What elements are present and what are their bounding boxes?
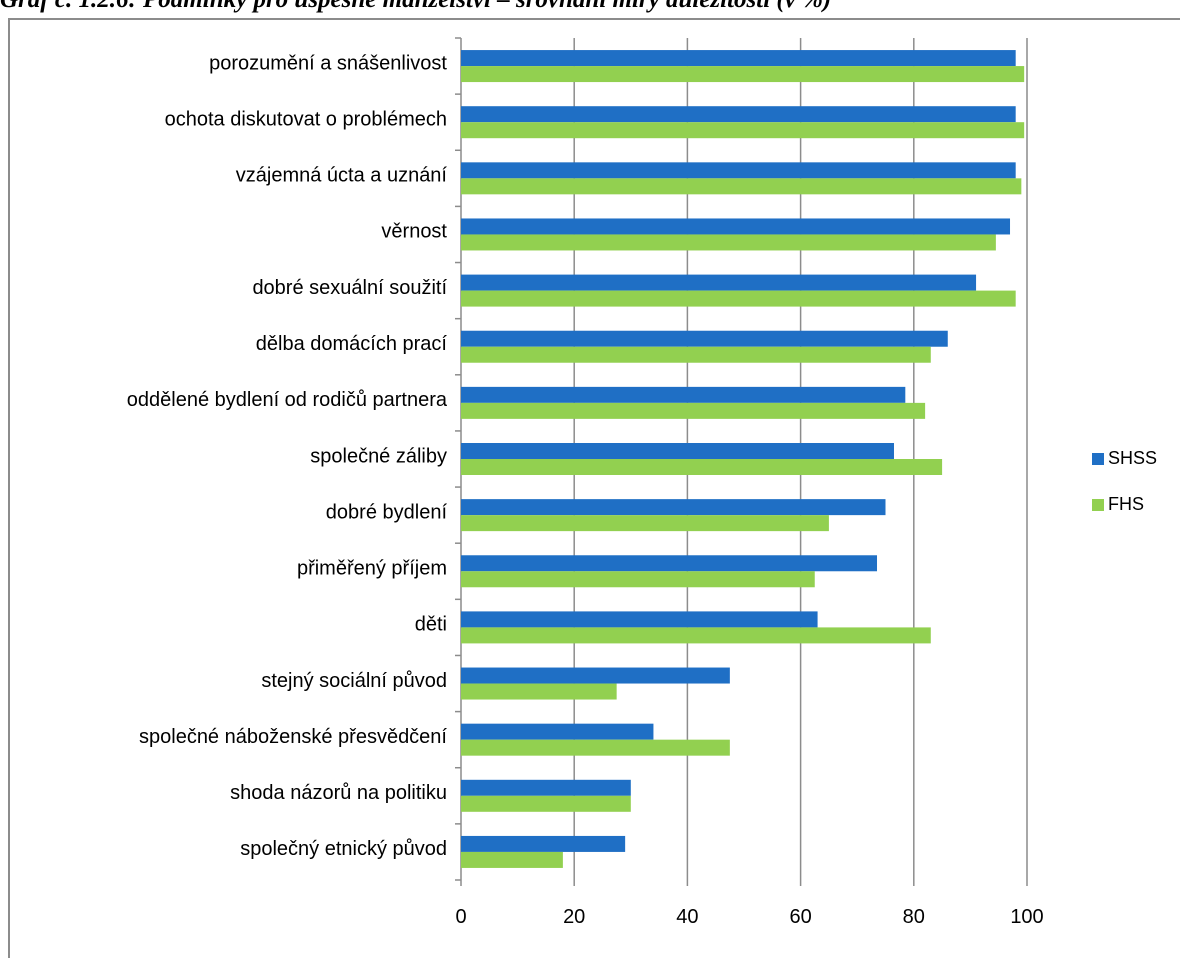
bar-fhs xyxy=(461,851,563,868)
bar-shss xyxy=(461,611,818,628)
x-tick-label: 100 xyxy=(1010,906,1043,928)
bar-shss xyxy=(461,162,1016,179)
category-label: společné náboženské přesvědčení xyxy=(139,726,447,748)
category-label: stejný sociální původ xyxy=(261,670,447,692)
bar-shss xyxy=(461,274,977,291)
bar-shss xyxy=(461,499,886,516)
bar-fhs xyxy=(461,178,1022,195)
bar-shss xyxy=(461,218,1011,235)
bar-fhs xyxy=(461,459,943,475)
category-label: dělba domácích prací xyxy=(256,333,448,355)
x-tick-label: 40 xyxy=(676,906,698,928)
category-label: společný etnický původ xyxy=(240,838,447,860)
category-label: shoda názorů na politiku xyxy=(230,782,447,804)
bar-shss xyxy=(461,667,730,684)
bar-fhs xyxy=(461,683,617,700)
category-label: ochota diskutovat o problémech xyxy=(165,108,447,130)
bar-shss xyxy=(461,835,626,852)
x-tick-label: 20 xyxy=(563,906,585,928)
bar-shss xyxy=(461,723,654,740)
bar-fhs xyxy=(461,66,1025,83)
legend-swatch xyxy=(1092,453,1104,465)
bar-fhs xyxy=(461,795,631,812)
category-label: vzájemná úcta a uznání xyxy=(236,165,448,187)
bar-fhs xyxy=(461,122,1025,139)
x-tick-label: 60 xyxy=(789,906,811,928)
category-label: společné záliby xyxy=(310,445,447,467)
category-label: dobré sexuální soužití xyxy=(252,277,447,299)
bar-fhs xyxy=(461,515,829,532)
chart-frame xyxy=(8,18,1180,958)
bar-fhs xyxy=(461,627,931,644)
bar-shss xyxy=(461,106,1016,123)
category-label: děti xyxy=(415,614,447,636)
legend-label: SHSS xyxy=(1108,448,1157,468)
bar-shss xyxy=(461,386,906,403)
bar-fhs xyxy=(461,739,730,756)
category-label: porozumění a snášenlivost xyxy=(209,52,447,74)
category-label: dobré bydlení xyxy=(326,501,448,523)
bar-shss xyxy=(461,555,878,572)
bar-fhs xyxy=(461,571,815,588)
legend-swatch xyxy=(1092,499,1104,511)
category-label: přiměřený příjem xyxy=(297,558,447,580)
bar-shss xyxy=(461,330,948,347)
bar-fhs xyxy=(461,290,1016,307)
x-tick-label: 0 xyxy=(455,906,466,928)
bar-shss xyxy=(461,443,894,459)
bar-fhs xyxy=(461,402,926,419)
category-label: oddělené bydlení od rodičů partnera xyxy=(127,389,448,411)
chart-caption: Graf č. 1.2.6: Podmínky pro úspěšné manž… xyxy=(0,0,1182,16)
bar-shss xyxy=(461,50,1016,67)
category-label: věrnost xyxy=(381,221,447,243)
legend-label: FHS xyxy=(1108,494,1144,514)
bar-fhs xyxy=(461,346,931,363)
bar-fhs xyxy=(461,234,996,251)
bar-shss xyxy=(461,779,631,796)
x-tick-label: 80 xyxy=(903,906,925,928)
